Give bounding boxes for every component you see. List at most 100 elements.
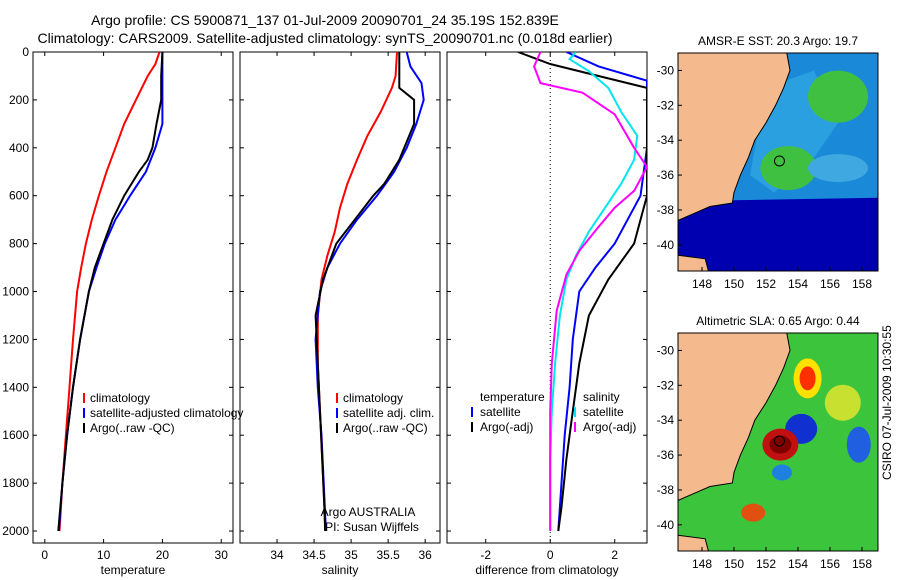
map-y-tick-label: -30 <box>657 63 675 77</box>
y-tick-label: 1800 <box>2 476 29 490</box>
map-x-tick-label: 156 <box>820 557 840 571</box>
warm-water-blob <box>808 70 868 123</box>
map-x-tick-label: 158 <box>852 277 872 291</box>
temperature-legend-label: climatology <box>90 391 150 405</box>
map-x-tick-label: 158 <box>852 557 872 571</box>
map-frame <box>677 52 879 272</box>
argo-float-marker <box>773 435 785 447</box>
series-line-climatology <box>58 52 161 532</box>
sla-low-east <box>846 426 871 463</box>
salinity-legend-label: Argo(..raw -QC) <box>343 421 428 435</box>
diff-legend-label: satellite <box>480 405 521 419</box>
map-title: Altimetric SLA: 0.65 Argo: 0.44 <box>696 314 860 328</box>
argo-australia-label: Argo AUSTRALIA <box>321 505 416 519</box>
x-tick-label: 20 <box>156 548 170 562</box>
cold-water-region <box>678 197 878 271</box>
map-content-3 <box>678 53 878 271</box>
pi-name-label: PI: Susan Wijffels <box>325 520 419 534</box>
series-line-argo-raw-qc- <box>314 52 416 532</box>
map-x-tick-label: 154 <box>788 557 808 571</box>
y-tick-label: 1200 <box>2 332 29 346</box>
land-tasmania <box>678 254 709 271</box>
map-y-tick-label: -32 <box>657 378 675 392</box>
map-x-tick-label: 150 <box>724 277 744 291</box>
map-x-tick-label: 148 <box>692 277 712 291</box>
figure-title-line2: Climatology: CARS2009. Satellite-adjuste… <box>37 30 613 46</box>
y-tick-label: 400 <box>9 141 29 155</box>
x-tick-label: 35.5 <box>376 548 400 562</box>
x-axis-label: salinity <box>322 563 359 577</box>
panel-frame-1 <box>239 51 441 544</box>
warm-eddy-blob <box>760 146 817 191</box>
map-y-tick-label: -34 <box>657 413 675 427</box>
sla-warm-eddy-core <box>769 435 792 454</box>
series-line-temperature-argo-adj- <box>517 52 647 532</box>
cool-water-blob <box>808 154 868 183</box>
map-x-tick-label: 148 <box>692 557 712 571</box>
sla-south-blob <box>741 503 766 522</box>
x-tick-label: 0 <box>41 548 48 562</box>
land-australia <box>678 53 791 221</box>
map-x-tick-label: 152 <box>756 277 776 291</box>
sla-small-low <box>772 464 792 481</box>
y-tick-label: 2000 <box>2 524 29 538</box>
x-tick-label: 34 <box>270 548 284 562</box>
diff-legend-label: Argo(-adj) <box>480 420 533 434</box>
map-x-tick-label: 152 <box>756 557 776 571</box>
x-tick-label: 2 <box>611 548 618 562</box>
y-tick-label: 600 <box>9 189 29 203</box>
y-tick-label: 0 <box>22 45 29 59</box>
map-y-tick-label: -36 <box>657 168 675 182</box>
x-tick-label: 35 <box>344 548 358 562</box>
map-y-tick-label: -36 <box>657 448 675 462</box>
map-x-tick-label: 150 <box>724 557 744 571</box>
diff-legend-label: Argo(-adj) <box>583 420 636 434</box>
salinity-legend-label: climatology <box>343 391 403 405</box>
y-tick-label: 1400 <box>2 380 29 394</box>
diff-legend-label: satellite <box>583 405 624 419</box>
x-tick-label: -2 <box>480 548 491 562</box>
panel-frame-2 <box>446 51 648 544</box>
y-tick-label: 1600 <box>2 428 29 442</box>
y-tick-label: 800 <box>9 237 29 251</box>
series-line-argo-raw-qc- <box>57 52 164 532</box>
argo-float-marker <box>773 155 785 167</box>
series-line-salinity-satellite <box>549 52 639 531</box>
y-tick-label: 1000 <box>2 285 29 299</box>
temperature-legend-label: satellite-adjusted climatology <box>90 406 243 420</box>
x-tick-label: 0 <box>547 548 554 562</box>
map-frame <box>677 332 879 552</box>
temperature-legend-label: Argo(..raw -QC) <box>90 421 175 435</box>
map-title: AMSR-E SST: 20.3 Argo: 19.7 <box>698 34 858 48</box>
map-x-tick-label: 154 <box>788 277 808 291</box>
map-x-tick-label: 156 <box>820 277 840 291</box>
map-y-tick-label: -40 <box>657 518 675 532</box>
x-tick-label: 34.5 <box>302 548 326 562</box>
map-y-tick-label: -40 <box>657 238 675 252</box>
sla-ring <box>824 384 861 421</box>
x-axis-label: difference from climatology <box>475 563 618 577</box>
map-y-tick-label: -34 <box>657 133 675 147</box>
salinity-legend-label: satellite adj. clim. <box>343 406 434 420</box>
map-y-tick-label: -32 <box>657 98 675 112</box>
panel-frame-0 <box>32 51 234 544</box>
x-tick-label: 30 <box>215 548 229 562</box>
sla-high-core <box>799 366 816 391</box>
map-y-tick-label: -38 <box>657 483 675 497</box>
map-y-tick-label: -30 <box>657 343 675 357</box>
diff-legend-temperature-header: temperature <box>480 390 545 404</box>
diff-legend-salinity-header: salinity <box>583 390 620 404</box>
csiro-timestamp: CSIRO 07-Jul-2009 10:30:55 <box>880 325 894 480</box>
y-tick-label: 200 <box>9 93 29 107</box>
x-tick-label: 10 <box>97 548 111 562</box>
map-content-4 <box>678 333 878 551</box>
series-line-salinity-argo-adj- <box>533 52 647 531</box>
x-tick-label: 36 <box>419 548 433 562</box>
x-axis-label: temperature <box>101 563 166 577</box>
map-y-tick-label: -38 <box>657 203 675 217</box>
series-line-temperature-satellite <box>557 52 647 532</box>
land-tasmania <box>678 534 709 551</box>
land-australia <box>678 333 791 501</box>
figure-title-line1: Argo profile: CS 5900871_137 01-Jul-2009… <box>91 12 559 28</box>
